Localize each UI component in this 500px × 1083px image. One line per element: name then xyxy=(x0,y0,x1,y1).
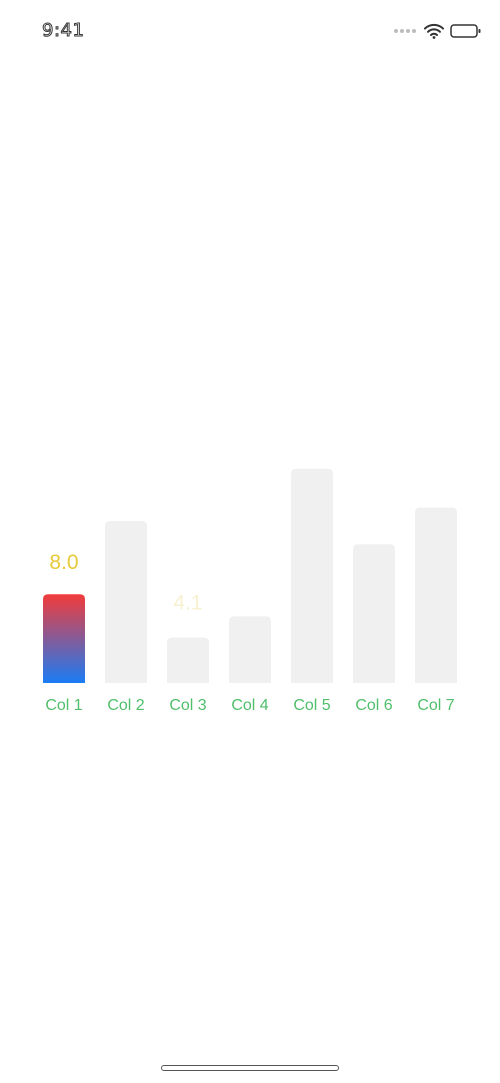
category-label: Col 5 xyxy=(293,697,330,714)
bar[interactable] xyxy=(353,544,395,683)
signal-dots-icon xyxy=(394,29,416,33)
category-label: Col 2 xyxy=(107,697,144,714)
bar[interactable] xyxy=(105,520,147,683)
wifi-icon xyxy=(424,23,444,39)
bar[interactable] xyxy=(415,507,457,683)
faint-value-label: 4.1 xyxy=(173,591,202,614)
status-time: 9:41 xyxy=(41,20,85,42)
category-label: Col 6 xyxy=(355,697,392,714)
value-label: 8.0 xyxy=(49,551,78,574)
home-indicator[interactable] xyxy=(161,1065,339,1071)
battery-icon xyxy=(450,23,482,39)
bar[interactable] xyxy=(229,616,271,683)
labels-layer: Col 1 8.0 Col 2 Col 3 4.1 Col 4 Col 5 Col 6 Col … xyxy=(45,551,454,714)
bar[interactable] xyxy=(291,468,333,683)
bar-selected[interactable] xyxy=(43,594,85,683)
category-label: Col 7 xyxy=(417,697,454,714)
bar[interactable] xyxy=(167,637,209,683)
status-bar: 9:41 xyxy=(0,0,500,60)
category-label: Col 3 xyxy=(169,697,206,714)
category-label: Col 1 xyxy=(45,697,82,714)
bars-layer xyxy=(43,468,457,683)
status-icons xyxy=(394,20,482,42)
category-label: Col 4 xyxy=(231,697,268,714)
